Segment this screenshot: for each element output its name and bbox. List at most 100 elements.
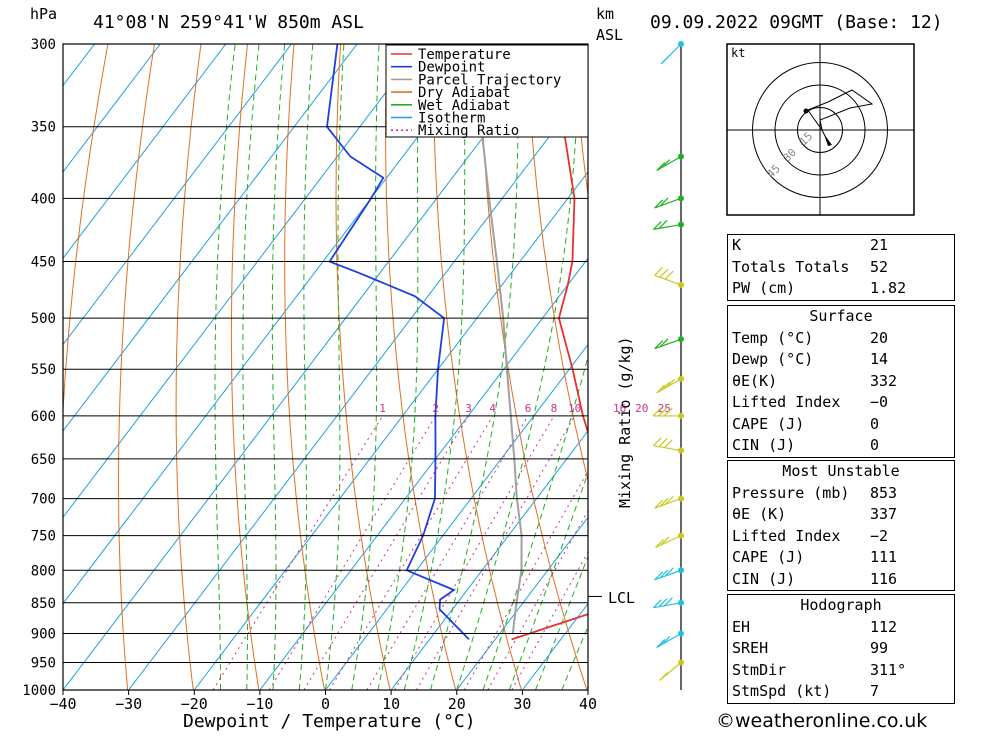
wind-barb-flag <box>656 639 666 648</box>
km-label: km <box>596 5 614 23</box>
surface-value: 332 <box>870 371 898 390</box>
mixing-ratio-label: 4 <box>489 402 496 415</box>
x-tick-label: 30 <box>513 695 531 713</box>
surface-value: 0 <box>870 414 880 433</box>
x-tick-label: 40 <box>579 695 597 713</box>
mixing-ratio-line <box>394 415 555 690</box>
surface-value: 0 <box>870 436 880 454</box>
dry-adiabat-line <box>385 44 457 690</box>
isotherm-line <box>259 257 588 690</box>
legend-label: Isotherm <box>418 111 485 127</box>
wind-barb-flag <box>654 340 664 350</box>
legend-label: Temperature <box>418 47 511 63</box>
pressure-tick-label: 750 <box>31 529 56 545</box>
surface-table: Surface Temp (°C) 20 Dewp (°C) 14 θE(K) 332 Li… <box>727 305 955 458</box>
wind-barb-flag <box>658 407 668 417</box>
wind-barb-flag <box>664 597 673 607</box>
hodograph-stat-value: 112 <box>870 617 898 636</box>
wind-barb <box>653 602 682 609</box>
mixing-ratio-label: 25 <box>658 402 671 415</box>
pressure-tick-label: 700 <box>31 492 56 508</box>
hodograph-stat-label: StmSpd (kt) <box>732 682 832 700</box>
mixing-ratio-label: 2 <box>432 402 439 415</box>
hodograph-stat-label: SREH <box>732 639 769 657</box>
legend-frame <box>385 44 589 138</box>
hodograph-storm-dot <box>803 108 809 114</box>
surface-value: −0 <box>870 393 889 411</box>
wind-barb <box>655 535 682 549</box>
pressure-tick-label: 350 <box>31 120 56 136</box>
most-unstable-table: Most Unstable Pressure (mb) 853 θE (K) 337 L… <box>727 460 955 591</box>
most-unstable-row: CIN (J) 116 <box>728 569 954 591</box>
wind-barb-flag <box>653 220 662 230</box>
pressure-tick-label: 650 <box>31 452 56 468</box>
mixing-ratio-line <box>212 415 383 690</box>
surface-row: CAPE (J) 0 <box>728 414 954 436</box>
index-label: K <box>732 236 742 254</box>
wind-barb-flag <box>652 407 662 417</box>
legend-label: Mixing Ratio <box>418 123 519 139</box>
copyright-footer: ©weatheronline.co.uk <box>716 710 928 732</box>
wind-barbs-group <box>652 41 684 690</box>
hpa-label: hPa <box>30 5 57 23</box>
hodograph-stat-row: StmDir 311° <box>728 660 954 682</box>
wind-barb-flag <box>661 381 671 391</box>
wind-barb-flag <box>658 220 668 229</box>
dry-adiabat-line <box>63 44 109 420</box>
wind-barb-flag <box>664 495 674 505</box>
isotherm-line <box>456 516 588 690</box>
index-value: 1.82 <box>870 279 907 297</box>
surface-label: θE(K) <box>732 371 778 390</box>
wind-barb-flag <box>658 598 668 608</box>
surface-label: CAPE (J) <box>732 414 805 433</box>
pressure-tick-label: 300 <box>31 37 56 53</box>
mixing-ratio-label: 8 <box>551 402 558 415</box>
plot-frame <box>62 43 589 691</box>
wind-barb-flag <box>655 539 665 548</box>
isotherm-line <box>128 84 588 690</box>
pressure-tick-label: 450 <box>31 255 56 271</box>
datetime-title: 09.09.2022 09GMT (Base: 12) <box>650 12 943 33</box>
wind-barb-flag <box>654 199 664 209</box>
mixing-ratio-label: 3 <box>465 402 472 415</box>
hodograph-stat-label: StmDir <box>732 660 787 679</box>
index-value: 21 <box>870 236 889 254</box>
pressure-tick-label: 950 <box>31 655 56 671</box>
wind-barb-flag <box>656 162 666 171</box>
most-unstable-title: Most Unstable <box>782 462 900 480</box>
isotherm-line <box>193 171 588 690</box>
hodograph-stat-value: 99 <box>870 639 889 657</box>
dry-adiabat-line <box>572 44 588 198</box>
wind-barb-flag <box>659 497 669 507</box>
most-unstable-label: CIN (J) <box>732 569 796 588</box>
surface-row: Temp (°C) 20 <box>728 328 954 350</box>
wind-barb-flag <box>654 571 664 581</box>
pressure-tick-label: 900 <box>31 626 56 642</box>
isotherm-line <box>63 44 227 260</box>
surface-row: Lifted Index −0 <box>728 392 954 414</box>
most-unstable-value: −2 <box>870 526 889 545</box>
wind-barb-flag <box>660 55 670 65</box>
wet-adiabat-line <box>351 44 380 690</box>
x-tick-label: −40 <box>49 695 76 713</box>
location-title: 41°08'N 259°41'W 850m ASL <box>93 12 364 33</box>
pressure-tick-label: 500 <box>31 311 56 327</box>
isotherm-line <box>63 44 161 173</box>
wind-barb-flag <box>654 499 664 509</box>
wind-barb-flag <box>664 270 674 280</box>
wind-barb-flag <box>664 439 673 449</box>
x-tick-label: 20 <box>448 695 466 713</box>
wind-barb <box>656 156 682 172</box>
wind-barb-flag <box>656 384 666 394</box>
legend-label: Dewpoint <box>418 60 485 76</box>
x-tick-label: −30 <box>115 695 142 713</box>
most-unstable-value: 337 <box>870 505 898 523</box>
isotherm-line <box>0 44 29 690</box>
surface-row: θE(K) 332 <box>728 371 954 393</box>
dry-adiabat-line <box>175 44 202 690</box>
wind-barb-flag <box>663 407 673 417</box>
most-unstable-label: θE (K) <box>732 505 787 523</box>
